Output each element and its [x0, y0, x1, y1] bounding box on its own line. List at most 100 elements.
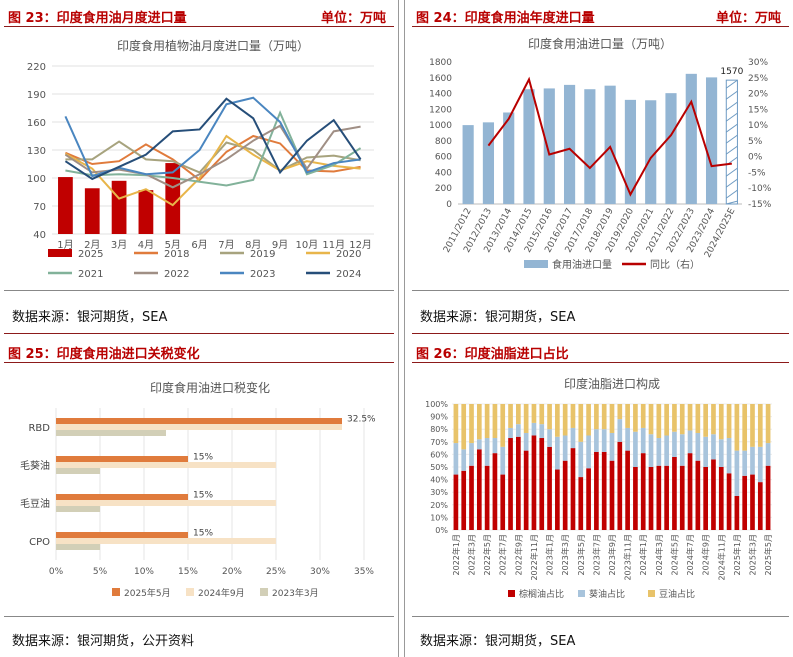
panel-annual-imports: 图 24：印度食用油年度进口量 单位：万吨 印度食用油进口量（万吨） 0 200 40… [412, 4, 789, 334]
legend-label: 葵油占比 [589, 588, 625, 600]
bar [482, 122, 495, 204]
source-divider [412, 290, 789, 291]
panel-monthly-imports: 图 23：印度食用油月度进口量 单位：万吨 印度食用植物油月度进口量（万吨） 40… [4, 4, 394, 334]
stacked-bar-葵油占比 [609, 432, 615, 461]
y-tick-label: 20% [430, 501, 448, 510]
stacked-bar-豆油占比 [500, 404, 506, 447]
panel-header: 图 23：印度食用油月度进口量 单位：万吨 [4, 4, 394, 27]
panel-header: 图 26：印度油脂进口占比 [412, 340, 789, 363]
y-tick-label: 60% [430, 450, 448, 459]
bar-2025年5月 [56, 494, 188, 500]
bar [705, 77, 718, 204]
stacked-bar-豆油占比 [484, 404, 490, 439]
x-tick-label: 2024年7月 [685, 534, 695, 575]
stacked-bar-葵油占比 [516, 424, 521, 437]
stacked-bar-棕榈油占比 [640, 453, 646, 530]
data-label: 15% [193, 453, 213, 463]
legend-label: 2018 [164, 249, 189, 260]
x-tick-label: 0% [49, 567, 64, 577]
y2-tick-label: 25% [748, 74, 768, 84]
stacked-bar-葵油占比 [531, 422, 537, 436]
stacked-bar-豆油占比 [718, 404, 724, 440]
data-label: 15% [193, 529, 213, 539]
x-tick-label: 2024年11月 [716, 534, 726, 581]
stacked-bar-豆油占比 [687, 404, 693, 431]
legend-label: 2024年9月 [198, 587, 245, 599]
x-tick-label: 2025年3月 [747, 534, 757, 575]
x-tick-label: 2022年5月 [482, 534, 492, 575]
stacked-bar-豆油占比 [547, 404, 552, 430]
legend-label: 豆油占比 [659, 588, 695, 600]
legend-label: 2021 [78, 269, 103, 280]
hatch-line [725, 101, 738, 111]
y-tick-label: 1800 [429, 58, 452, 68]
bar-2023年3月 [56, 544, 100, 550]
stacked-bar-豆油占比 [578, 404, 584, 442]
stacked-bar-葵油占比 [718, 439, 724, 467]
stacked-bar-葵油占比 [672, 431, 677, 457]
bar [645, 100, 657, 204]
stacked-bar-葵油占比 [695, 432, 701, 461]
legend-label: 2023年3月 [272, 587, 319, 599]
stacked-bar-豆油占比 [617, 404, 623, 420]
y2-tick-label: -10% [748, 184, 772, 194]
stacked-bar-棕榈油占比 [539, 438, 545, 530]
y-tick-label: 30% [430, 488, 448, 497]
x-tick-label: 11月 [322, 239, 345, 251]
x-tick-label: 15% [178, 567, 198, 577]
bar-2025 [165, 163, 181, 234]
stacked-bar-棕榈油占比 [484, 465, 490, 530]
bar [503, 112, 515, 204]
x-tick-label: 3月 [111, 239, 127, 251]
x-tick-label: 2022年7月 [498, 534, 508, 575]
legend-swatch [648, 590, 655, 597]
y-tick-label: 100% [425, 400, 448, 409]
x-tick-label: 2024年5月 [669, 534, 679, 575]
legend-swatch [186, 588, 194, 596]
x-tick-label: 2022年3月 [467, 534, 477, 575]
data-source: 数据来源：银河期货，SEA [420, 634, 576, 649]
stacked-bar-葵油占比 [703, 436, 708, 467]
stacked-bar-葵油占比 [453, 443, 459, 475]
y-tick-label: 80% [430, 425, 448, 434]
stacked-bar-葵油占比 [633, 431, 638, 467]
stacked-bar-棕榈油占比 [718, 467, 724, 530]
x-tick-label: 2025年5月 [763, 534, 773, 575]
x-tick-label: 2023年5月 [576, 534, 586, 575]
stacked-bar-棕榈油占比 [734, 495, 740, 530]
stacked-bar-葵油占比 [726, 438, 732, 474]
stacked-bar-葵油占比 [562, 435, 568, 461]
stacked-bar-棕榈油占比 [609, 460, 615, 530]
stacked-bar-豆油占比 [664, 404, 669, 436]
stacked-bar-棕榈油占比 [492, 453, 498, 530]
y-tick-label: 1400 [429, 90, 452, 100]
yoy-line [487, 76, 732, 197]
hatch-line [725, 134, 738, 144]
stacked-bar-豆油占比 [625, 404, 630, 428]
y2-tick-label: -5% [748, 168, 766, 178]
y-tick-label: 70% [430, 438, 448, 447]
y-tick-label: 1200 [429, 105, 452, 115]
hatch-line [725, 178, 738, 188]
stacked-bar-棕榈油占比 [648, 467, 654, 530]
stacked-bar-葵油占比 [539, 424, 545, 439]
bar-2025年5月 [56, 456, 188, 462]
annual-imports-chart: 印度食用油进口量（万吨） 0 200 400 600 800 1000 1200 1400 160… [429, 36, 772, 271]
stacked-bar-棕榈油占比 [531, 435, 537, 530]
stacked-bar-葵油占比 [578, 441, 584, 478]
bar-2025 [111, 180, 127, 234]
panel-title: 图 26：印度油脂进口占比 [416, 347, 569, 362]
x-tick-label: 2023年9月 [607, 534, 617, 575]
stacked-bar-葵油占比 [679, 434, 685, 466]
y2-tick-label: 15% [748, 105, 768, 115]
x-tick-label: 8月 [245, 239, 261, 251]
line-series-2021 [65, 110, 362, 187]
stacked-bar-棕榈油占比 [656, 465, 662, 530]
stacked-bar-葵油占比 [570, 427, 576, 449]
y-tick-label: 70 [33, 202, 46, 213]
stacked-bar-葵油占比 [476, 439, 482, 450]
import-tariff-chart: 印度食用油进口税变化 0% 5% 10% 15% 20% 25% 30% 35% RBD 32.5%… [20, 380, 376, 599]
y-tick-label: 600 [435, 153, 452, 163]
x-tick-label: 9月 [272, 239, 288, 251]
